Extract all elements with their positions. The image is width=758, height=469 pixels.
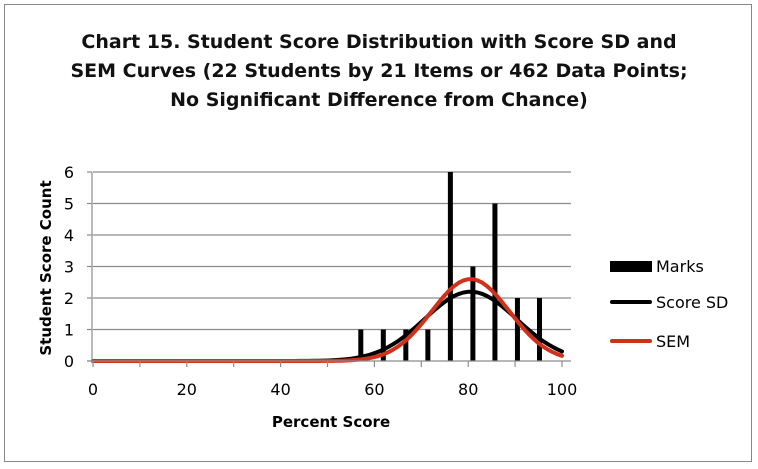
- marks-swatch-icon: [610, 260, 652, 272]
- marks-bar: [447, 172, 453, 361]
- legend-item-score-sd: Score SD: [610, 290, 728, 314]
- x-tick-label: 100: [547, 380, 578, 399]
- curves: [91, 277, 564, 363]
- legend-label-score-sd: Score SD: [656, 292, 729, 312]
- y-tick-label: 1: [64, 321, 74, 340]
- y-tick-label: 0: [64, 352, 74, 371]
- score-sd-swatch-icon: [610, 300, 652, 304]
- sem-curve: [91, 277, 564, 363]
- x-tick-label: 20: [177, 380, 197, 399]
- legend-label-sem: SEM: [656, 331, 691, 351]
- x-tick-label: 80: [458, 380, 478, 399]
- y-tick-label: 2: [64, 289, 74, 308]
- y-tick-label: 5: [64, 195, 74, 214]
- marks-bar: [380, 329, 386, 361]
- marks-bar: [425, 329, 431, 361]
- marks-bar: [536, 298, 542, 361]
- x-tick-label: 40: [270, 380, 290, 399]
- marks-bar: [470, 266, 476, 361]
- chart-title-line-1: Chart 15. Student Score Distribution wit…: [81, 31, 677, 53]
- marks-bar: [358, 329, 364, 361]
- chart-title-line-2: SEM Curves (22 Students by 21 Items or 4…: [70, 60, 688, 82]
- y-axis-label: Student Score Count: [37, 180, 55, 355]
- y-tick-label: 6: [64, 163, 74, 182]
- chart-frame: [4, 4, 752, 462]
- y-tick-label: 4: [64, 226, 74, 245]
- x-tick-label: 0: [88, 380, 98, 399]
- marks-bar: [492, 203, 498, 361]
- marks-bar: [514, 298, 520, 361]
- legend-label-marks: Marks: [656, 256, 704, 276]
- legend-item-sem: SEM: [610, 329, 690, 353]
- x-tick-label: 60: [364, 380, 384, 399]
- marks-bar: [403, 329, 409, 361]
- score-sd-curve: [91, 289, 564, 363]
- y-tick-label: 3: [64, 258, 74, 277]
- chart-title-line-3: No Significant Difference from Chance): [170, 89, 588, 111]
- marks-bars: [358, 172, 542, 361]
- legend-item-marks: Marks: [610, 254, 704, 278]
- chart-title: Chart 15. Student Score Distribution wit…: [0, 28, 758, 115]
- axes: [87, 171, 571, 367]
- x-axis-label: Percent Score: [272, 413, 390, 431]
- sem-swatch-icon: [610, 339, 652, 343]
